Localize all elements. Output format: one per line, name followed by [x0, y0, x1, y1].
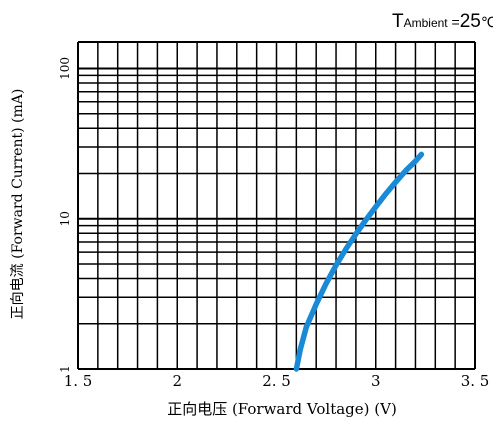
- x-tick-label: 3. 5: [461, 372, 490, 390]
- forward-voltage-current-curve: [293, 151, 425, 372]
- y-tick-label: 10: [58, 211, 72, 226]
- y-tick-label: 1: [58, 365, 72, 373]
- x-tick-label: 3: [371, 372, 381, 390]
- chart-series: [293, 151, 425, 372]
- x-tick-label: 2. 5: [262, 372, 291, 390]
- ambient-temperature-annotation: TAmbient =25℃: [392, 11, 493, 32]
- y-tick-label: 100: [58, 57, 72, 80]
- chart-grid: [77, 41, 476, 370]
- x-tick-labels: 1. 5 2 2. 5 3 3. 5: [64, 372, 490, 390]
- y-tick-labels: 1 10 100: [58, 57, 72, 373]
- x-tick-label: 2: [172, 372, 182, 390]
- x-tick-label: 1. 5: [64, 372, 93, 390]
- x-axis-label: 正向电压 (Forward Voltage) (V): [167, 400, 397, 418]
- y-axis-label: 正向电流 (Forward Current) (mA): [10, 89, 26, 320]
